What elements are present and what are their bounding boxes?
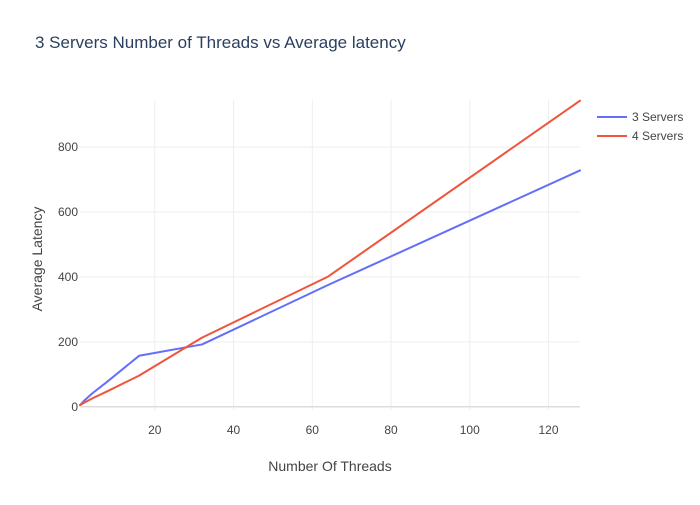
data-point-3-servers-4[interactable] — [137, 353, 142, 358]
x-tick-label-100: 100 — [460, 423, 480, 437]
data-point-4-servers-1[interactable] — [81, 400, 86, 405]
y-axis-label: Average Latency — [29, 207, 45, 312]
data-point-3-servers-2[interactable] — [89, 391, 94, 396]
grid-layer — [80, 100, 580, 410]
series-layer — [79, 98, 583, 407]
x-tick-label-80: 80 — [384, 423, 398, 437]
y-tick-label-600: 600 — [58, 205, 78, 219]
data-point-4-servers-5[interactable] — [200, 335, 205, 340]
legend-item-3-servers[interactable]: 3 Servers — [597, 107, 697, 126]
data-point-4-servers-6[interactable] — [326, 274, 331, 279]
legend-label-3-servers: 3 Servers — [632, 109, 684, 124]
legend-item-4-servers[interactable]: 4 Servers — [597, 126, 697, 145]
y-tick-label-200: 200 — [58, 335, 78, 349]
legend-swatch-3-servers — [597, 115, 627, 118]
x-tick-label-20: 20 — [148, 423, 162, 437]
series-line-4-servers[interactable] — [79, 99, 581, 407]
x-tick-label-60: 60 — [306, 423, 320, 437]
data-point-3-servers-5[interactable] — [200, 342, 205, 347]
data-point-4-servers-2[interactable] — [89, 396, 94, 401]
series-line-3-servers[interactable] — [79, 169, 581, 407]
data-point-4-servers-7[interactable] — [578, 98, 583, 103]
data-point-4-servers-4[interactable] — [137, 373, 142, 378]
x-tick-label-120: 120 — [538, 423, 558, 437]
legend: 3 Servers 4 Servers — [597, 107, 697, 145]
data-point-3-servers-6[interactable] — [326, 283, 331, 288]
y-tick-label-800: 800 — [58, 140, 78, 154]
data-point-3-servers-3[interactable] — [105, 379, 110, 384]
y-tick-label-0: 0 — [71, 400, 78, 414]
chart-title: 3 Servers Number of Threads vs Average l… — [35, 33, 406, 52]
x-axis-label: Number Of Threads — [268, 458, 391, 474]
axis-layer: 20 40 60 80 100 120 0 200 400 600 800 — [58, 140, 580, 437]
legend-label-4-servers: 4 Servers — [632, 128, 684, 143]
x-tick-label-40: 40 — [227, 423, 241, 437]
y-tick-label-400: 400 — [58, 270, 78, 284]
data-point-3-servers-7[interactable] — [578, 168, 583, 173]
legend-swatch-4-servers — [597, 134, 627, 137]
data-point-4-servers-3[interactable] — [105, 389, 110, 394]
